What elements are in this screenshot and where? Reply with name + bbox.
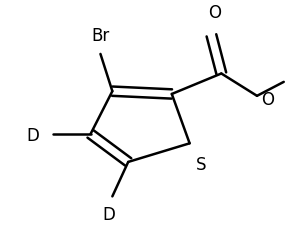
Text: S: S (196, 156, 206, 174)
Text: O: O (261, 91, 274, 109)
Text: O: O (208, 4, 221, 22)
Text: D: D (26, 127, 39, 145)
Text: Br: Br (91, 27, 110, 45)
Text: D: D (102, 206, 115, 224)
